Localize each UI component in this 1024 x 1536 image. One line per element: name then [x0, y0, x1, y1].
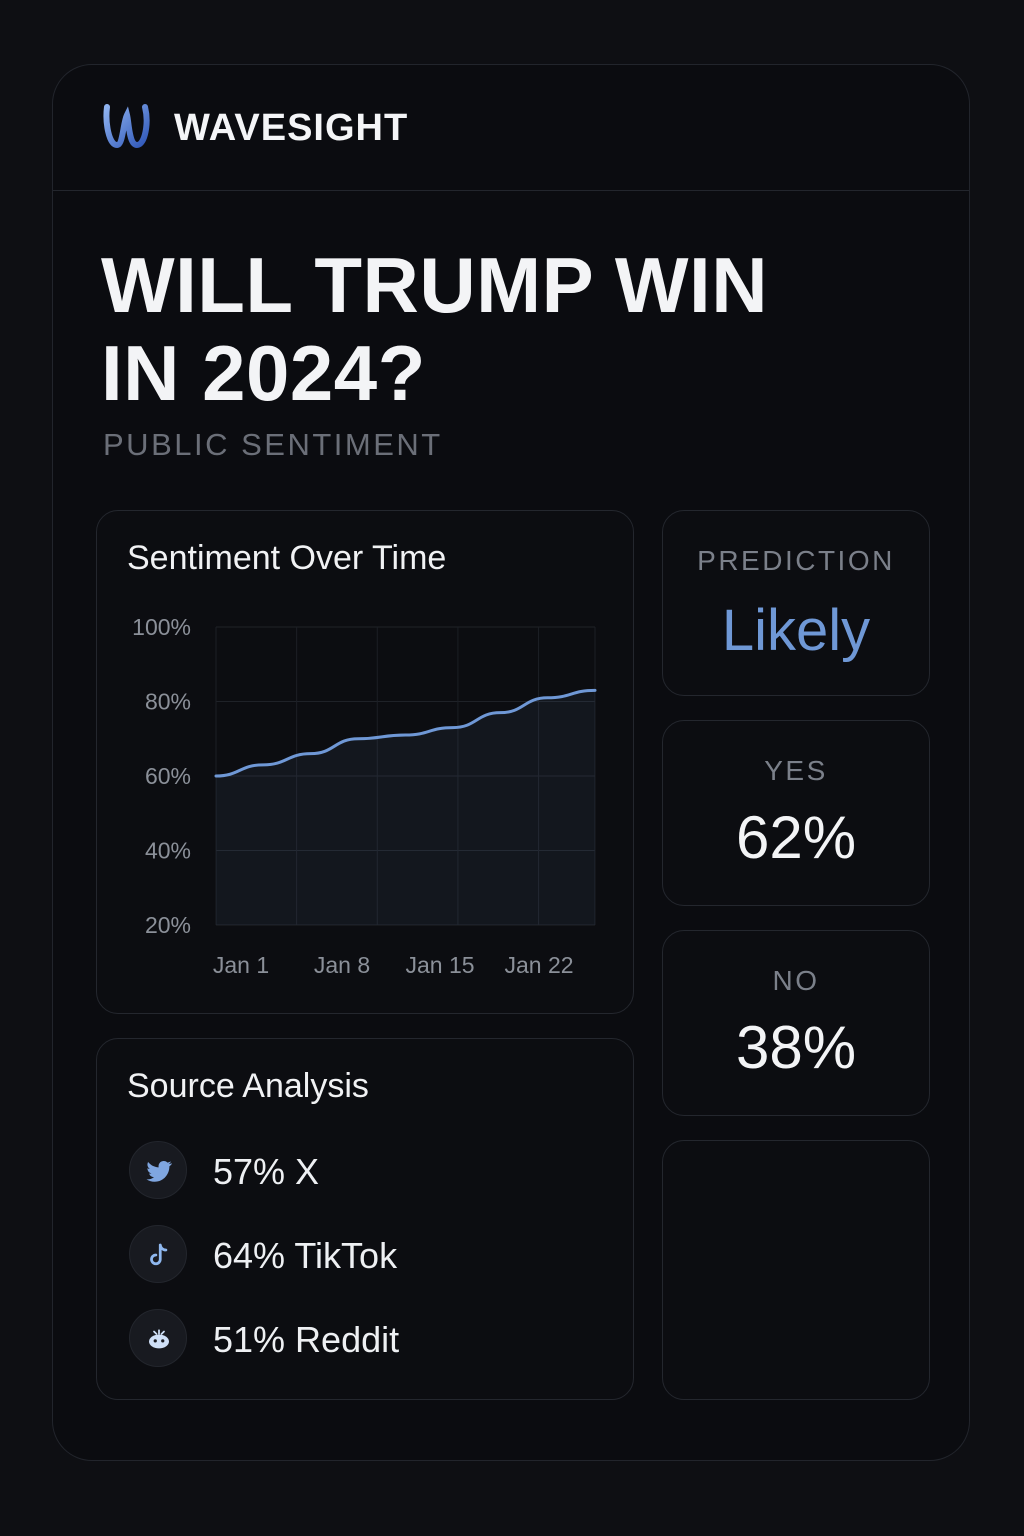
x-tick-label: Jan 15	[405, 952, 474, 978]
y-tick-label: 60%	[145, 763, 191, 789]
source-analysis-card: Source Analysis 57% X 64% TikTok	[96, 1038, 634, 1400]
empty-card	[662, 1140, 930, 1400]
no-value: 38%	[735, 1014, 857, 1081]
x-tick-label: Jan 1	[213, 952, 269, 978]
x-tick-label: Jan 22	[504, 952, 573, 978]
yes-label: YES	[764, 755, 828, 786]
prediction-value: Likely	[721, 598, 871, 663]
prediction-label: PREDICTION	[697, 545, 895, 576]
source-x-label: 57% X	[213, 1151, 320, 1192]
chart-title: Sentiment Over Time	[127, 539, 447, 577]
yes-card: YES 62%	[662, 720, 930, 906]
prediction-card: PREDICTION Likely	[662, 510, 930, 696]
source-analysis-title: Source Analysis	[127, 1067, 369, 1105]
source-row-x[interactable]: 57% X	[129, 1141, 609, 1201]
no-card: NO 38%	[662, 930, 930, 1116]
wave-logo-icon	[103, 104, 150, 149]
y-tick-label: 100%	[132, 614, 191, 640]
source-row-tiktok[interactable]: 64% TikTok	[129, 1225, 609, 1285]
page-subtitle: PUBLIC SENTIMENT	[103, 427, 443, 462]
sentiment-chart: 100% 80% 60% 40% 20% Jan 1 Jan 8 Jan 15 Jan 22	[132, 614, 597, 978]
y-tick-label: 20%	[145, 912, 191, 938]
x-tick-label: Jan 8	[314, 952, 370, 978]
sentiment-chart-card: 100% 80% 60% 40% 20% Jan 1 Jan 8 Jan 15 Jan 22 S…	[96, 510, 634, 1014]
sentiment-area	[216, 690, 595, 925]
page-title: WILL TRUMP WIN IN 2024?	[101, 241, 769, 417]
y-tick-label: 40%	[145, 838, 191, 864]
header: WAVESIGHT	[53, 65, 969, 191]
app-frame: WAVESIGHT WILL TRUMP WIN IN 2024? PUBLIC…	[52, 64, 970, 1461]
reddit-icon	[129, 1309, 187, 1367]
no-label: NO	[772, 965, 820, 996]
tiktok-icon	[129, 1225, 187, 1283]
yes-value: 62%	[735, 804, 857, 871]
y-tick-label: 80%	[145, 689, 191, 715]
source-row-reddit[interactable]: 51% Reddit	[129, 1309, 609, 1369]
twitter-bird-icon	[129, 1141, 187, 1199]
source-tiktok-label: 64% TikTok	[213, 1235, 398, 1276]
source-reddit-label: 51% Reddit	[213, 1319, 400, 1360]
brand-name: WAVESIGHT	[174, 107, 409, 149]
